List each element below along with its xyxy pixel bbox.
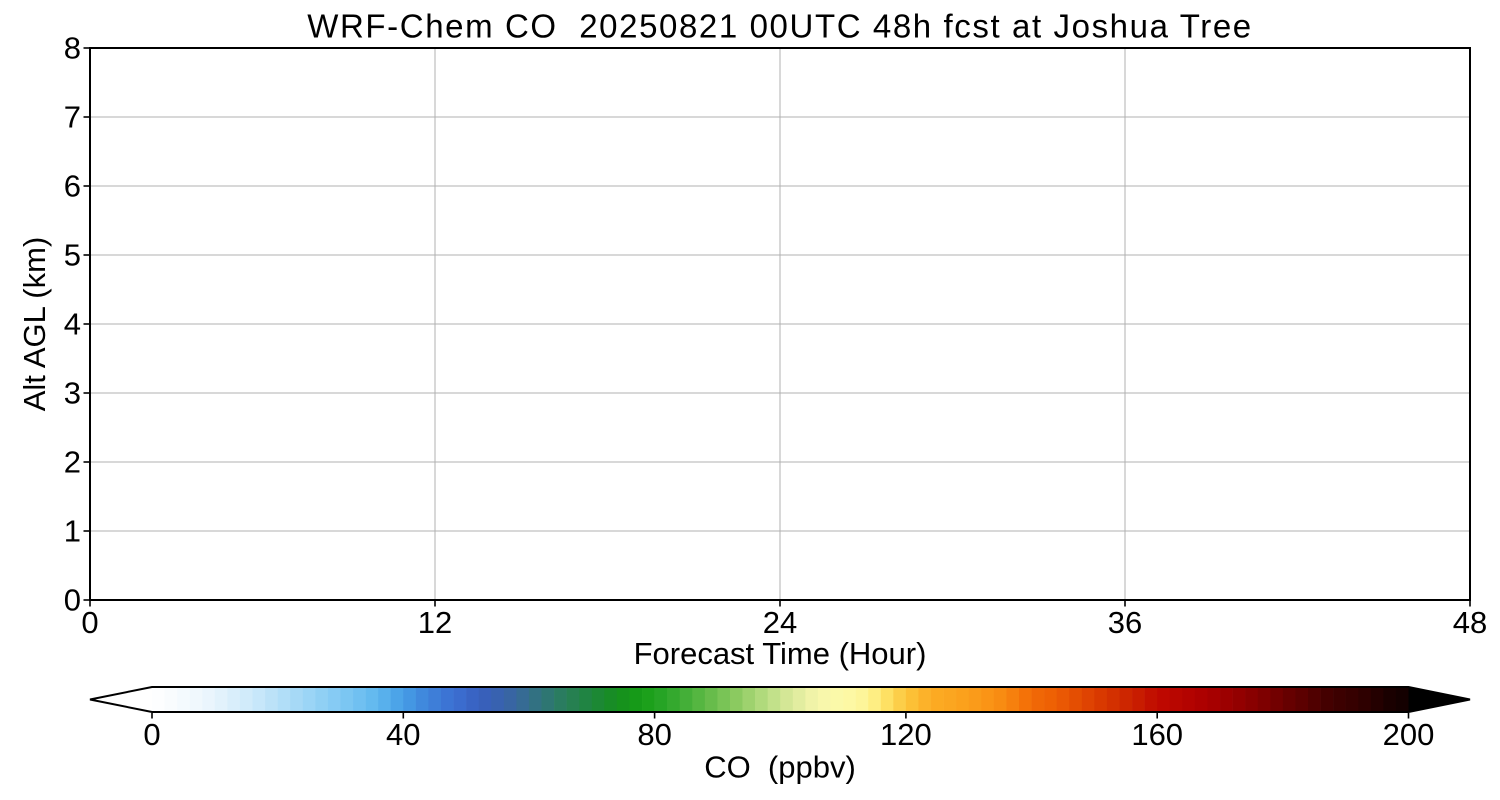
svg-text:0: 0 bbox=[81, 605, 98, 640]
svg-text:0: 0 bbox=[143, 717, 160, 752]
svg-text:0: 0 bbox=[64, 583, 81, 618]
svg-text:Alt AGL (km): Alt AGL (km) bbox=[17, 237, 52, 412]
svg-text:8: 8 bbox=[64, 31, 81, 66]
svg-text:7: 7 bbox=[64, 100, 81, 135]
svg-text:2: 2 bbox=[64, 445, 81, 480]
svg-text:24: 24 bbox=[763, 605, 797, 640]
svg-text:48: 48 bbox=[1453, 605, 1487, 640]
svg-text:5: 5 bbox=[64, 238, 81, 273]
svg-text:200: 200 bbox=[1383, 717, 1435, 752]
svg-text:3: 3 bbox=[64, 376, 81, 411]
svg-text:40: 40 bbox=[386, 717, 420, 752]
svg-text:CO (ppbv): CO (ppbv) bbox=[704, 750, 856, 785]
svg-text:120: 120 bbox=[880, 717, 932, 752]
svg-text:12: 12 bbox=[418, 605, 452, 640]
svg-text:Forecast Time (Hour): Forecast Time (Hour) bbox=[634, 636, 927, 671]
svg-text:160: 160 bbox=[1131, 717, 1183, 752]
svg-text:36: 36 bbox=[1108, 605, 1142, 640]
svg-text:4: 4 bbox=[64, 307, 81, 342]
svg-text:6: 6 bbox=[64, 169, 81, 204]
svg-text:WRF-Chem CO 20250821 00UTC 48: WRF-Chem CO 20250821 00UTC 48h fcst at J… bbox=[307, 8, 1252, 45]
svg-text:1: 1 bbox=[64, 514, 81, 549]
svg-text:80: 80 bbox=[637, 717, 671, 752]
